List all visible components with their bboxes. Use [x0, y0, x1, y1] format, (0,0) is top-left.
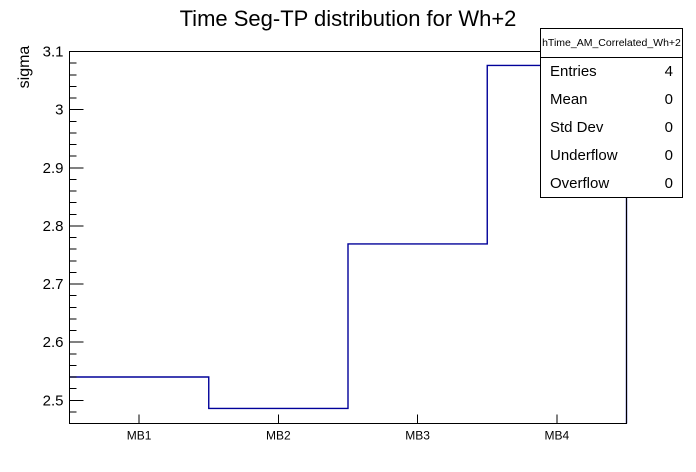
stats-row: Entries 4: [541, 58, 682, 86]
x-tick-label: MB2: [266, 429, 291, 443]
stats-row: Mean 0: [541, 86, 682, 114]
stats-value: 0: [664, 118, 673, 136]
stats-row: Overflow 0: [541, 169, 682, 197]
y-tick-label: 2.7: [43, 276, 64, 293]
stats-label: Entries: [550, 63, 597, 81]
stats-label: Underflow: [550, 146, 618, 164]
y-tick-label: 2.8: [43, 218, 64, 235]
stats-box-title: hTime_AM_Correlated_Wh+2: [541, 29, 682, 58]
x-tick-label: MB1: [127, 429, 152, 443]
stats-row: Underflow 0: [541, 141, 682, 169]
stats-label: Mean: [550, 91, 588, 109]
y-tick-label: 3.1: [43, 44, 64, 61]
x-tick-label: MB3: [405, 429, 430, 443]
y-tick-label: 3: [55, 102, 63, 119]
y-tick-label: 2.9: [43, 160, 64, 177]
stats-value: 0: [664, 91, 673, 109]
stats-value: 4: [664, 63, 673, 81]
y-tick-label: 2.5: [43, 392, 64, 409]
stats-box: hTime_AM_Correlated_Wh+2 Entries 4 Mean …: [540, 28, 683, 198]
plot-title: Time Seg-TP distribution for Wh+2: [179, 6, 517, 31]
y-tick-label: 2.6: [43, 334, 64, 351]
x-tick-label: MB4: [545, 429, 570, 443]
stats-label: Overflow: [550, 174, 610, 192]
stats-label: Std Dev: [550, 118, 604, 136]
stats-value: 0: [664, 146, 673, 164]
stats-value: 0: [664, 174, 673, 192]
stats-row: Std Dev 0: [541, 114, 682, 142]
